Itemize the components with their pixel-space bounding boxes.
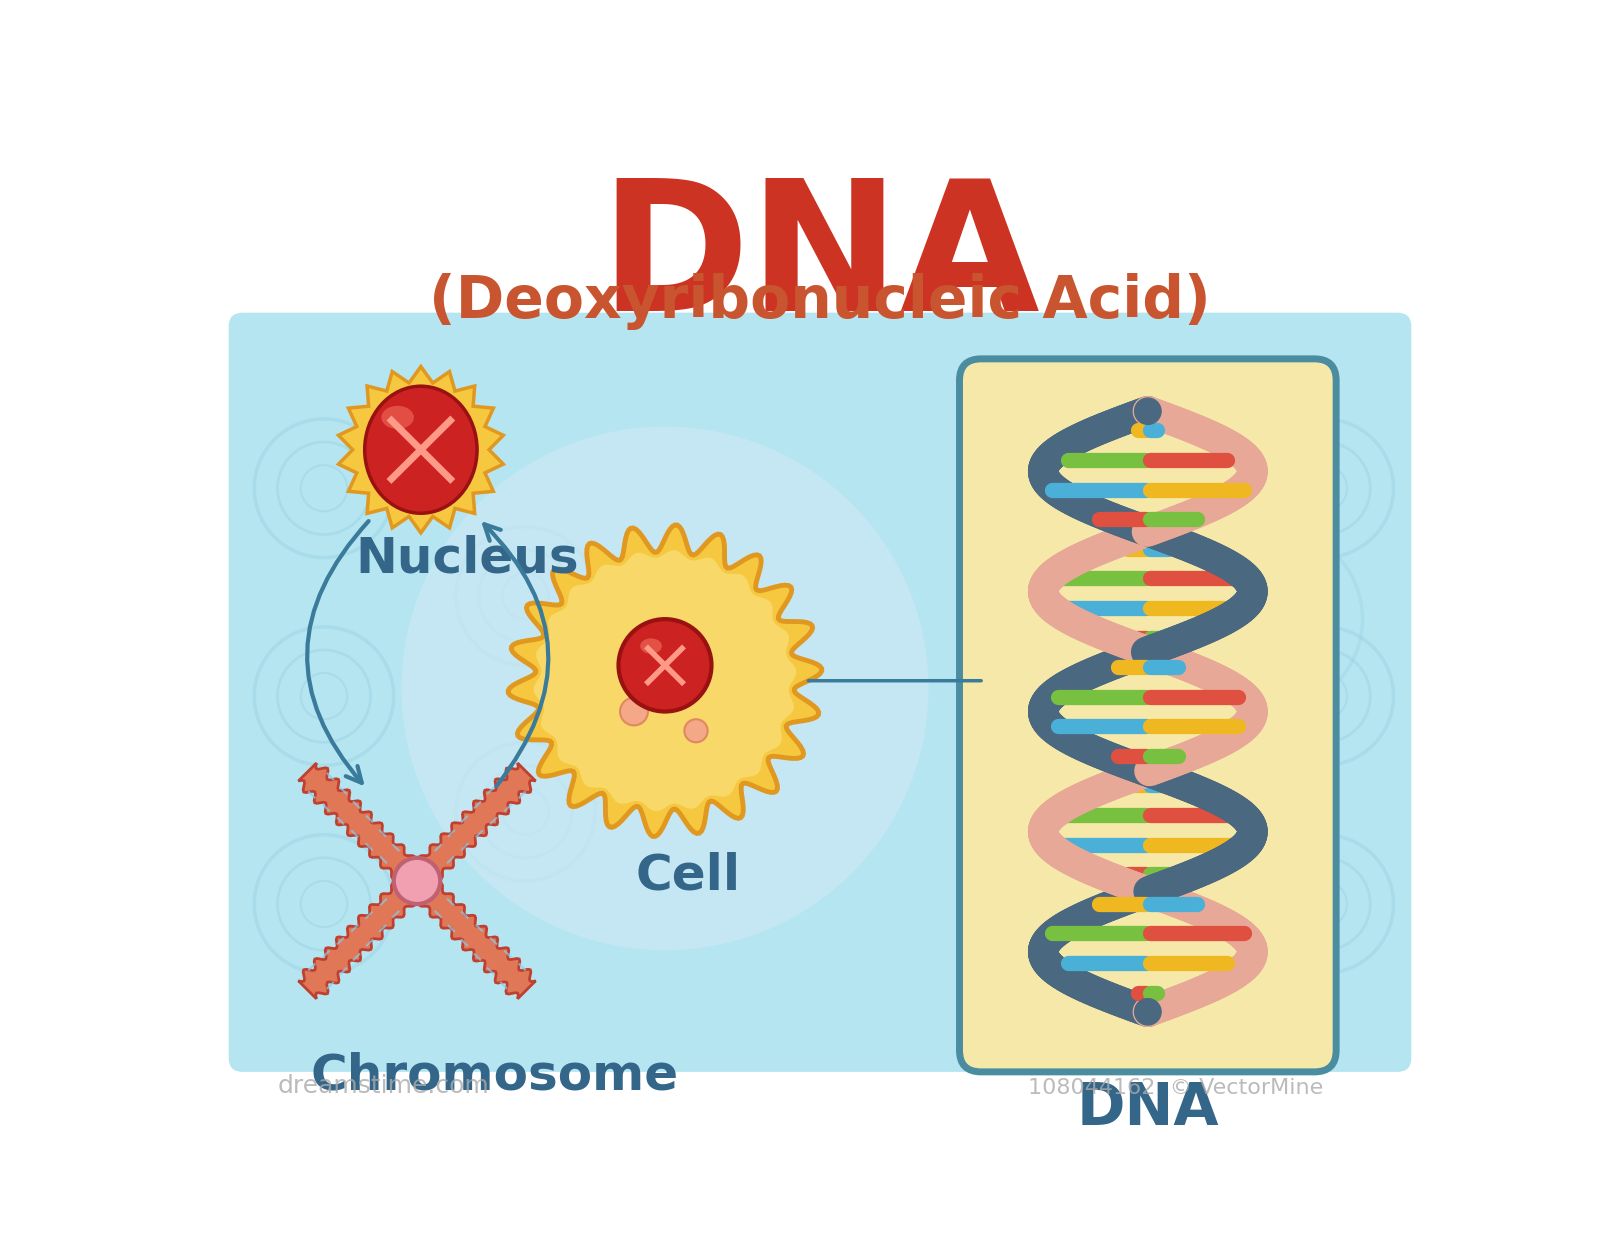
Circle shape: [621, 698, 648, 726]
Text: DNA: DNA: [1077, 1079, 1219, 1136]
Text: Cell: Cell: [635, 852, 741, 899]
Polygon shape: [339, 366, 504, 533]
FancyBboxPatch shape: [960, 359, 1336, 1072]
FancyArrowPatch shape: [307, 521, 368, 782]
Text: dreamstime.com: dreamstime.com: [277, 1074, 490, 1098]
Polygon shape: [533, 550, 797, 811]
Polygon shape: [408, 764, 536, 889]
Polygon shape: [298, 872, 426, 999]
Text: Chromosome: Chromosome: [310, 1052, 678, 1099]
Circle shape: [674, 647, 696, 668]
Circle shape: [394, 858, 440, 905]
FancyArrowPatch shape: [485, 525, 549, 786]
Text: DNA: DNA: [600, 172, 1040, 348]
Text: (Deoxyribonucleic Acid): (Deoxyribonucleic Acid): [429, 273, 1211, 330]
Circle shape: [1134, 398, 1162, 425]
Ellipse shape: [365, 386, 477, 513]
Circle shape: [1134, 998, 1162, 1025]
Ellipse shape: [381, 406, 414, 429]
Text: Nucleus: Nucleus: [355, 535, 579, 582]
Polygon shape: [298, 764, 426, 889]
Circle shape: [402, 426, 928, 950]
Text: 108044162  © VectorMine: 108044162 © VectorMine: [1029, 1078, 1323, 1098]
Circle shape: [685, 720, 707, 742]
FancyBboxPatch shape: [229, 313, 1411, 1072]
Polygon shape: [408, 872, 536, 999]
Polygon shape: [509, 525, 822, 837]
Circle shape: [619, 619, 712, 712]
Ellipse shape: [640, 638, 662, 654]
